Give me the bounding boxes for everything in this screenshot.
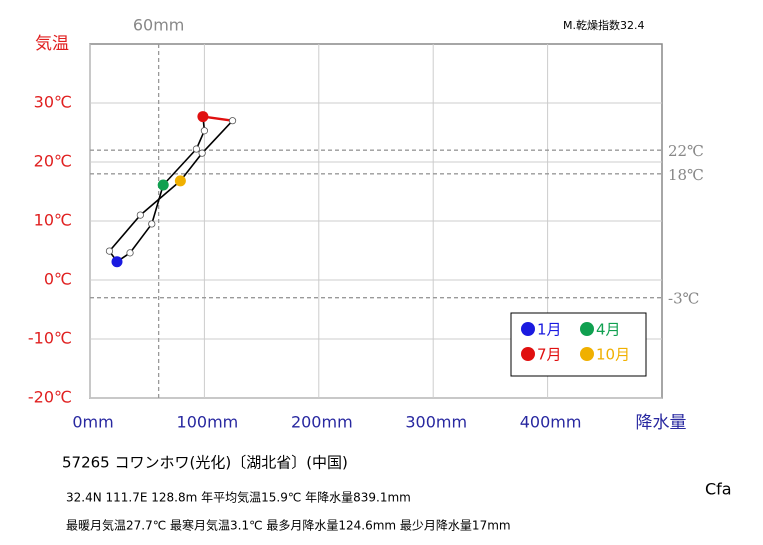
month-point <box>200 127 208 135</box>
x-tick-label: 0mm <box>72 413 113 432</box>
x-tick-label: 100mm <box>177 413 239 432</box>
y-tick-label: 10℃ <box>34 211 72 230</box>
y-tick-label: 0℃ <box>44 270 72 289</box>
y-tick-label: 30℃ <box>34 93 72 112</box>
legend-label: 1月 <box>537 321 562 339</box>
legend-marker <box>580 347 594 361</box>
legend-marker <box>580 322 594 336</box>
loop-segment <box>179 152 203 182</box>
month-point <box>157 179 169 191</box>
reference-label: -3℃ <box>668 290 699 308</box>
x-axis-label: 降水量 <box>636 413 687 433</box>
month-point <box>126 249 134 257</box>
dryness-index: M.乾燥指数32.4 <box>563 18 644 32</box>
loop-segment <box>108 214 141 252</box>
month-point <box>111 256 123 268</box>
info-line: 32.4N 111.7E 128.8m 年平均気温15.9℃ 年降水量839.1… <box>66 490 411 505</box>
month-point <box>105 247 114 255</box>
month-point <box>174 175 186 187</box>
climate-class: Cfa <box>705 480 732 499</box>
x-tick-label: 200mm <box>291 413 353 432</box>
month-point <box>192 145 200 153</box>
legend-marker <box>521 322 535 336</box>
reference-label: 18℃ <box>668 166 704 184</box>
legend-label: 4月 <box>596 321 621 339</box>
y-tick-label: -20℃ <box>28 388 72 407</box>
y-tick-label: 20℃ <box>34 152 72 171</box>
y-tick-label: -10℃ <box>28 329 72 348</box>
reference-label: 60mm <box>133 16 185 35</box>
loop-segment <box>129 223 153 254</box>
legend-label: 7月 <box>537 346 562 364</box>
loop-segment <box>151 184 164 225</box>
month-point <box>198 149 206 157</box>
month-point <box>197 111 209 123</box>
month-point <box>228 117 237 125</box>
info-line: 最暖月気温27.7℃ 最寒月気温3.1℃ 最多月降水量124.6mm 最少月降水… <box>66 518 511 533</box>
x-tick-label: 300mm <box>405 413 467 432</box>
y-axis-label: 気温 <box>35 34 69 54</box>
legend-label: 10月 <box>596 346 630 364</box>
loop-segment <box>201 120 234 154</box>
reference-label: 22℃ <box>668 142 704 160</box>
month-point <box>136 211 144 219</box>
x-tick-label: 400mm <box>520 413 582 432</box>
month-point <box>148 220 156 228</box>
legend-marker <box>521 347 535 361</box>
loop-segment <box>162 148 197 186</box>
station: 57265 コワンホワ(光化)〔湖北省〕(中国) <box>62 454 348 472</box>
loop-segment <box>139 180 181 216</box>
legend-box <box>510 312 647 377</box>
